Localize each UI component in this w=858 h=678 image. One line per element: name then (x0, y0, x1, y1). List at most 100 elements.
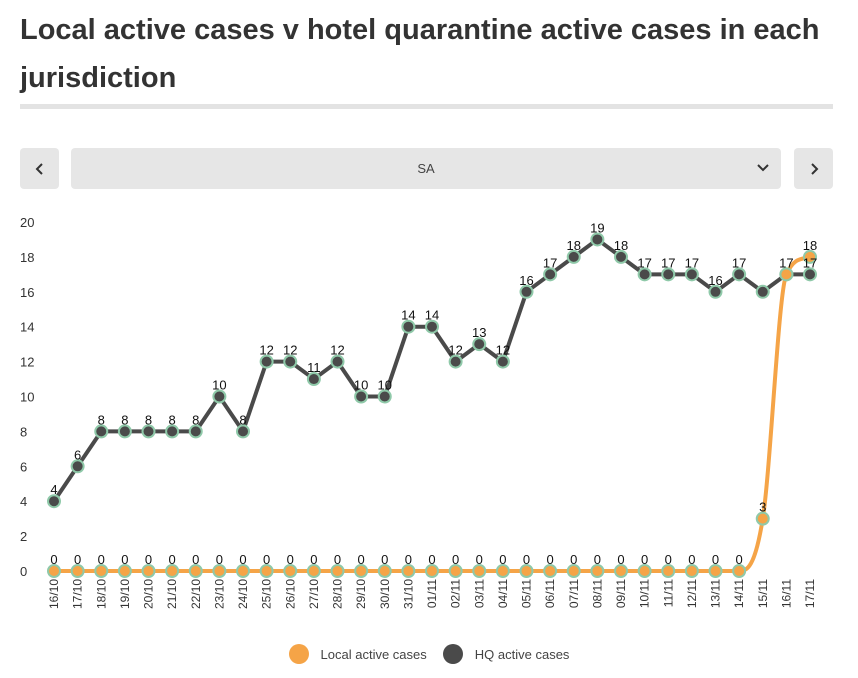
data-point-hq[interactable] (661, 267, 676, 282)
data-point-local[interactable] (188, 564, 203, 578)
chevron-down-icon (757, 164, 769, 172)
data-point-local[interactable] (94, 564, 109, 578)
data-point-hq[interactable] (590, 232, 605, 247)
data-point-hq[interactable] (94, 424, 109, 439)
data-point-local[interactable] (519, 564, 534, 578)
data-label-hq: 12 (330, 343, 344, 358)
data-point-hq[interactable] (188, 424, 203, 439)
data-point-hq[interactable] (377, 389, 392, 404)
y-tick-label: 6 (20, 459, 27, 474)
data-point-local[interactable] (684, 564, 699, 578)
data-label-hq: 12 (496, 343, 510, 358)
data-label-local: 0 (452, 552, 459, 567)
data-label-local: 0 (594, 552, 601, 567)
next-jurisdiction-button[interactable] (794, 148, 833, 189)
data-point-local[interactable] (306, 564, 321, 578)
data-point-hq[interactable] (614, 249, 628, 264)
data-point-hq[interactable] (141, 424, 156, 439)
y-tick-label: 18 (20, 250, 34, 265)
legend-item-hq[interactable]: HQ active cases (442, 644, 569, 664)
data-label-local: 0 (74, 552, 81, 567)
data-point-local[interactable] (732, 564, 747, 578)
legend-item-local[interactable]: Local active cases (288, 644, 427, 664)
data-label-hq: 13 (472, 325, 486, 340)
data-label-local: 0 (547, 552, 554, 567)
data-point-local[interactable] (472, 564, 487, 578)
data-point-local[interactable] (401, 564, 416, 578)
data-point-hq[interactable] (283, 354, 298, 369)
chevron-right-icon (810, 162, 818, 175)
data-point-local[interactable] (566, 564, 581, 578)
previous-jurisdiction-button[interactable] (20, 148, 59, 189)
data-point-hq[interactable] (448, 354, 463, 369)
data-point-local[interactable] (755, 511, 770, 526)
data-label-hq: 16 (708, 273, 722, 288)
data-point-hq[interactable] (70, 459, 85, 474)
data-point-hq[interactable] (755, 284, 770, 299)
data-point-hq[interactable] (401, 319, 416, 334)
data-point-local[interactable] (236, 564, 250, 578)
data-point-hq[interactable] (117, 424, 132, 439)
data-point-hq[interactable] (306, 372, 321, 387)
data-point-hq[interactable] (732, 267, 747, 282)
x-tick-label: 20/10 (142, 579, 156, 609)
data-point-local[interactable] (283, 564, 298, 578)
data-point-local[interactable] (779, 267, 794, 282)
data-point-local[interactable] (212, 564, 227, 578)
data-point-local[interactable] (425, 564, 439, 578)
data-point-local[interactable] (259, 564, 274, 578)
data-point-local[interactable] (377, 564, 392, 578)
y-tick-label: 2 (20, 529, 27, 544)
data-point-hq[interactable] (212, 389, 227, 404)
x-tick-label: 16/11 (779, 579, 793, 608)
data-point-hq[interactable] (47, 494, 61, 509)
chart-legend: Local active cases HQ active cases (0, 644, 858, 664)
y-tick-label: 16 (20, 285, 34, 300)
data-point-hq[interactable] (330, 354, 345, 369)
data-point-hq[interactable] (425, 319, 439, 334)
x-tick-label: 08/11 (590, 579, 604, 608)
data-label-local: 0 (736, 552, 743, 567)
data-point-local[interactable] (803, 249, 817, 264)
x-tick-label: 18/10 (94, 579, 108, 609)
data-point-local[interactable] (448, 564, 463, 578)
data-label-local: 0 (239, 552, 246, 567)
data-point-local[interactable] (117, 564, 132, 578)
data-point-hq[interactable] (519, 284, 534, 299)
data-label-local: 0 (381, 552, 388, 567)
jurisdiction-select[interactable]: SA (71, 148, 781, 189)
y-tick-label: 20 (20, 215, 34, 230)
data-point-local[interactable] (47, 564, 61, 578)
data-point-local[interactable] (70, 564, 85, 578)
data-point-local[interactable] (330, 564, 345, 578)
data-point-hq[interactable] (684, 267, 699, 282)
data-point-hq[interactable] (259, 354, 274, 369)
data-point-hq[interactable] (472, 337, 487, 352)
data-label-local: 0 (570, 552, 577, 567)
data-label-local: 0 (712, 552, 719, 567)
data-point-local[interactable] (637, 564, 652, 578)
y-tick-label: 8 (20, 424, 27, 439)
data-point-local[interactable] (354, 564, 369, 578)
series-line-local (52, 254, 812, 573)
data-point-hq[interactable] (708, 284, 723, 299)
data-label-local: 0 (688, 552, 695, 567)
data-point-local[interactable] (661, 564, 676, 578)
x-tick-label: 21/10 (165, 579, 179, 609)
data-point-hq[interactable] (495, 354, 510, 369)
data-point-hq[interactable] (637, 267, 652, 282)
data-point-local[interactable] (614, 564, 628, 578)
data-point-local[interactable] (590, 564, 605, 578)
data-point-local[interactable] (165, 564, 180, 578)
data-point-local[interactable] (495, 564, 510, 578)
data-point-hq[interactable] (803, 267, 817, 282)
data-point-hq[interactable] (165, 424, 180, 439)
data-label-hq: 10 (354, 378, 368, 393)
data-point-hq[interactable] (543, 267, 558, 282)
data-point-hq[interactable] (566, 249, 581, 264)
data-point-local[interactable] (708, 564, 723, 578)
data-point-hq[interactable] (236, 424, 250, 439)
data-point-local[interactable] (141, 564, 156, 578)
data-point-hq[interactable] (354, 389, 369, 404)
data-point-local[interactable] (543, 564, 558, 578)
